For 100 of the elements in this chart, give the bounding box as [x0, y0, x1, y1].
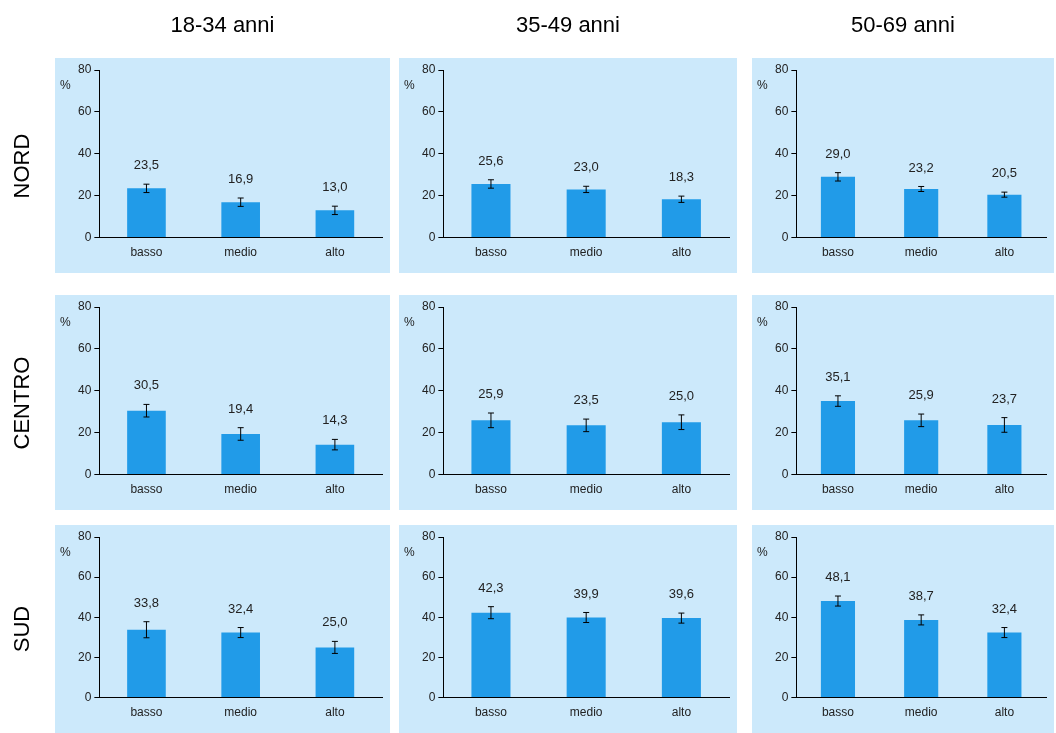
y-tick-label: 0: [781, 689, 789, 704]
y-tick-label: 80: [421, 299, 436, 314]
y-tick-label: 80: [421, 529, 436, 544]
data-label: 29,0: [825, 145, 851, 161]
text: NORD: [8, 133, 35, 198]
y-tick-label: 40: [774, 609, 789, 624]
text: CENTRO: [8, 356, 35, 449]
y-tick-label: 20: [77, 188, 92, 203]
y-axis-title: %: [757, 315, 768, 330]
y-tick-label: 80: [774, 62, 789, 77]
data-label: 32,4: [991, 600, 1018, 616]
y-axis-title: %: [60, 545, 71, 560]
x-tick-label: basso: [130, 705, 163, 720]
data-label: 23,7: [991, 390, 1018, 406]
text: SUD: [9, 605, 36, 653]
y-tick-label: 20: [774, 649, 789, 664]
y-axis-title: %: [404, 545, 415, 560]
x-tick-label: basso: [474, 705, 508, 720]
y-tick-label: 0: [428, 689, 436, 704]
x-tick-label: alto: [994, 705, 1015, 720]
x-tick-label: medio: [569, 705, 603, 720]
bar: [987, 632, 1022, 698]
data-label: 23,5: [133, 157, 160, 173]
y-tick-label: 40: [77, 609, 92, 624]
y-tick-label: 20: [421, 649, 436, 664]
data-label: 39,9: [573, 585, 599, 601]
bar: [315, 444, 355, 475]
y-tick-label: 20: [77, 425, 92, 440]
y-tick-label: 0: [428, 466, 436, 481]
y-tick-label: 60: [77, 104, 92, 119]
bar: [904, 619, 939, 698]
bar: [987, 194, 1022, 238]
data-label: 13,0: [322, 179, 348, 195]
y-tick-label: 40: [774, 146, 789, 161]
data-label: 16,9: [228, 171, 254, 187]
data-label: 14,3: [322, 412, 348, 428]
bar: [820, 601, 856, 698]
y-tick-label: 20: [774, 425, 789, 440]
y-tick-label: 60: [774, 104, 789, 119]
x-tick-label: medio: [569, 245, 603, 260]
x-tick-label: basso: [821, 482, 855, 497]
chart-title: 35-49 anni: [515, 12, 621, 38]
bar: [315, 210, 355, 238]
y-tick-label: 60: [421, 341, 436, 356]
x-tick-label: basso: [474, 482, 508, 497]
x-tick-label: medio: [224, 245, 258, 260]
bar: [987, 424, 1022, 475]
bar: [315, 647, 355, 698]
x-tick-label: medio: [224, 705, 258, 720]
y-tick-label: 60: [421, 104, 436, 119]
y-tick-label: 20: [774, 188, 789, 203]
y-tick-label: 60: [77, 569, 92, 584]
data-label: 18,3: [668, 169, 695, 185]
y-tick-label: 40: [421, 383, 436, 398]
y-tick-label: 0: [781, 466, 789, 481]
data-label: 25,0: [668, 387, 695, 403]
y-tick-label: 40: [421, 146, 436, 161]
x-tick-label: alto: [325, 482, 345, 497]
data-label: 23,2: [908, 159, 934, 175]
y-tick-label: 60: [774, 341, 789, 356]
data-label: 20,5: [991, 165, 1018, 181]
y-tick-label: 0: [84, 229, 92, 244]
bar: [904, 189, 939, 238]
data-label: 25,9: [478, 386, 504, 402]
y-tick-label: 80: [774, 299, 789, 314]
bar: [127, 188, 166, 238]
bar: [221, 202, 260, 238]
x-tick-label: medio: [569, 482, 603, 497]
y-tick-label: 0: [84, 689, 92, 704]
data-label: 25,0: [322, 614, 348, 630]
y-tick-label: 80: [77, 299, 92, 314]
x-tick-label: alto: [325, 245, 345, 260]
y-tick-label: 0: [428, 229, 436, 244]
y-tick-label: 80: [77, 62, 92, 77]
x-tick-label: basso: [821, 705, 855, 720]
x-tick-label: basso: [130, 245, 163, 260]
x-tick-label: basso: [821, 245, 855, 260]
y-tick-label: 20: [421, 425, 436, 440]
bar: [820, 401, 856, 475]
data-label: 32,4: [228, 600, 254, 616]
y-tick-label: 60: [421, 569, 436, 584]
y-tick-label: 80: [774, 529, 789, 544]
bar: [127, 410, 166, 475]
y-axis-title: %: [757, 78, 768, 93]
y-tick-label: 40: [421, 609, 436, 624]
data-label: 23,5: [573, 392, 599, 408]
x-tick-label: alto: [325, 705, 345, 720]
data-label: 39,6: [668, 586, 695, 602]
chart-title: 18-34 anni: [169, 12, 276, 38]
y-tick-label: 40: [77, 383, 92, 398]
data-label: 33,8: [133, 594, 160, 610]
data-label: 25,9: [908, 387, 934, 403]
chart-title: 50-69 anni: [850, 12, 956, 38]
y-axis-title: %: [757, 545, 768, 560]
y-tick-label: 40: [77, 146, 92, 161]
x-tick-label: medio: [904, 245, 938, 260]
data-label: 19,4: [228, 400, 254, 416]
y-tick-label: 40: [774, 383, 789, 398]
y-tick-label: 60: [774, 569, 789, 584]
x-tick-label: basso: [474, 245, 508, 260]
